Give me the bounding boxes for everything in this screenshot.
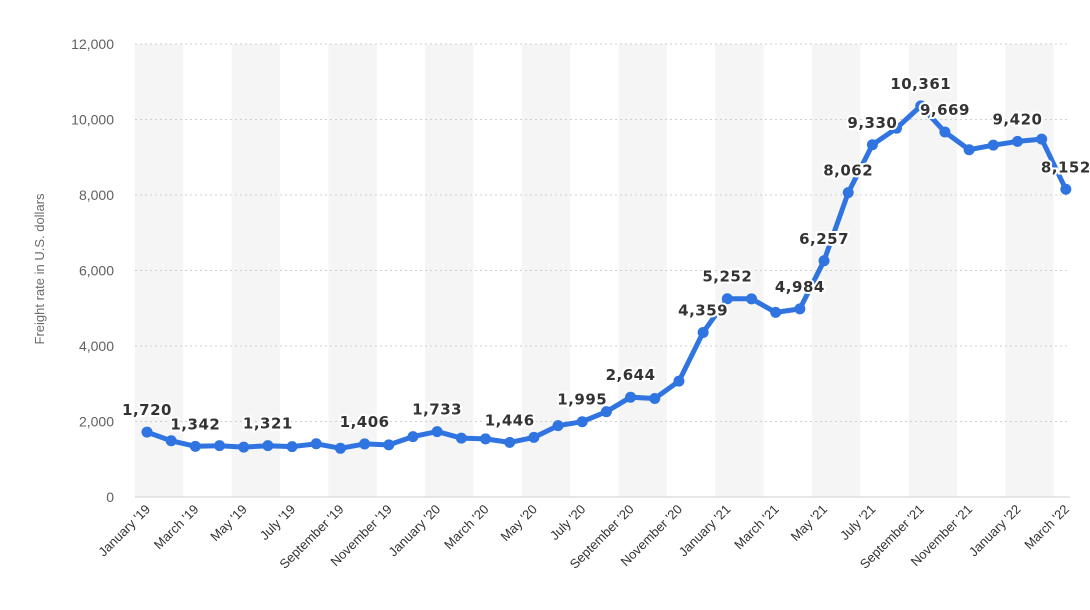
x-tick-label: January '21 — [676, 502, 734, 560]
data-point — [310, 438, 322, 450]
grid-lines — [135, 43, 1070, 498]
data-label: 6,257 — [799, 230, 849, 248]
data-point — [1036, 133, 1048, 145]
x-tick-label: January '19 — [95, 502, 153, 560]
data-label: 8,152 — [1041, 158, 1090, 176]
data-label: 9,330 — [847, 114, 897, 132]
data-point — [746, 293, 757, 305]
data-point — [939, 126, 951, 138]
data-label: 2,644 — [606, 366, 656, 384]
data-label: 5,252 — [702, 268, 752, 286]
data-point — [431, 426, 443, 438]
data-label: 9,420 — [993, 110, 1043, 128]
data-label: 1,733 — [412, 401, 462, 419]
y-tick-label: 10,000 — [71, 112, 114, 128]
data-label: 4,359 — [678, 301, 728, 319]
data-point — [963, 144, 975, 156]
y-axis: 0 2,000 4,000 6,000 8,000 10,000 12,000 — [71, 36, 114, 505]
data-point — [359, 438, 371, 450]
data-point — [649, 392, 661, 404]
data-point — [528, 431, 540, 443]
y-tick-label: 2,000 — [79, 414, 114, 430]
data-point — [189, 440, 201, 452]
data-label: 4,984 — [775, 278, 825, 296]
x-tick-label: July '21 — [837, 502, 878, 543]
x-tick-label: July '20 — [547, 502, 588, 543]
x-tick-label: May '19 — [207, 502, 250, 545]
data-point — [214, 440, 226, 452]
data-point — [383, 439, 395, 451]
data-point — [794, 303, 806, 315]
data-point — [334, 442, 346, 454]
data-point — [455, 432, 467, 444]
data-label: 1,406 — [340, 413, 390, 431]
data-label: 9,669 — [920, 101, 970, 119]
data-point — [576, 416, 588, 428]
data-point — [915, 100, 927, 112]
data-point — [697, 326, 709, 338]
data-point — [238, 441, 250, 453]
data-point — [625, 391, 637, 403]
data-label: 1,321 — [243, 415, 293, 433]
data-point — [480, 433, 492, 445]
x-tick-label: July '19 — [257, 502, 298, 543]
data-point — [552, 420, 564, 432]
y-tick-label: 8,000 — [79, 187, 114, 203]
data-point — [262, 440, 274, 452]
data-label: 1,342 — [170, 415, 220, 433]
y-tick-label: 6,000 — [79, 263, 114, 279]
data-label: 1,995 — [557, 391, 607, 409]
data-label: 1,720 — [122, 401, 172, 419]
x-tick-label: March '20 — [441, 502, 492, 553]
data-point — [770, 306, 782, 318]
y-axis-title: Freight rate in U.S. dollars — [32, 193, 47, 345]
data-point — [818, 255, 830, 267]
x-tick-label: May '20 — [497, 502, 540, 545]
x-tick-label: January '20 — [385, 502, 443, 560]
data-point — [600, 406, 612, 418]
data-point — [866, 139, 878, 151]
data-point — [721, 293, 733, 305]
data-point — [842, 187, 854, 199]
data-point — [1011, 135, 1023, 147]
data-point — [504, 436, 516, 448]
data-label: 8,062 — [823, 162, 873, 180]
data-label: 1,446 — [485, 411, 535, 429]
data-point — [141, 426, 153, 438]
data-point — [407, 431, 419, 443]
data-point — [1060, 183, 1072, 195]
x-tick-label: January '22 — [966, 502, 1024, 560]
data-point — [165, 435, 177, 447]
y-tick-label: 0 — [106, 489, 114, 505]
y-tick-label: 12,000 — [71, 36, 114, 52]
data-label: 10,361 — [890, 75, 951, 93]
y-tick-label: 4,000 — [79, 338, 114, 354]
x-tick-label: May '21 — [788, 502, 831, 545]
x-tick-label: March '22 — [1021, 502, 1072, 553]
x-tick-label: March '19 — [151, 502, 202, 553]
x-tick-label: March '21 — [731, 502, 782, 553]
data-point — [286, 441, 298, 453]
data-point — [987, 139, 999, 151]
data-point — [891, 122, 903, 134]
data-point — [673, 375, 685, 387]
data-points — [141, 100, 1072, 454]
